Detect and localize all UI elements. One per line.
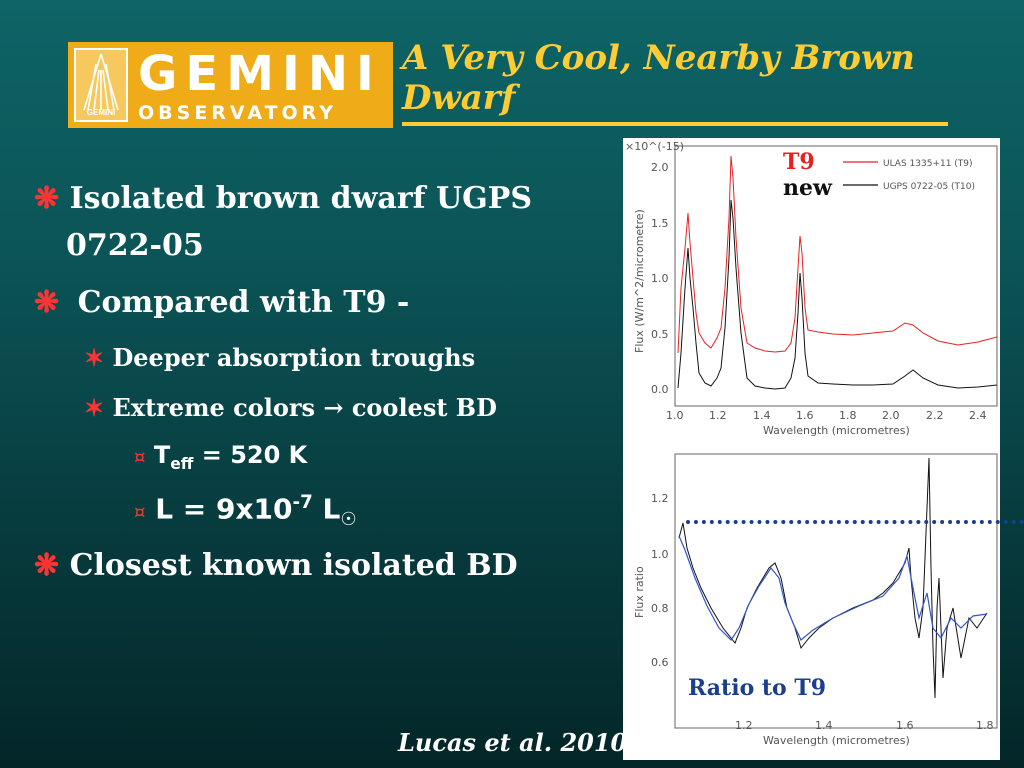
bullet-star-icon: ❋ xyxy=(34,285,60,320)
bullet-extreme-colors: ✶ Extreme colors → coolest BD xyxy=(84,393,497,422)
xtick: 2.4 xyxy=(969,409,987,422)
top-xticks: 1.0 1.2 1.4 1.6 1.8 2.0 2.2 2.4 xyxy=(666,409,987,422)
ytick: 1.5 xyxy=(651,217,669,230)
logo-word-observatory: OBSERVATORY xyxy=(138,102,338,124)
top-xlabel: Wavelength (micrometres) xyxy=(763,424,910,437)
spectra-figure: ×10^(-15) 2.0 1.5 1.0 0.5 0.0 1.0 1.2 1.… xyxy=(623,138,1000,760)
bullet-star-icon: ❋ xyxy=(34,548,60,583)
top-ylabel: Flux (W/m^2/micrometre) xyxy=(633,209,646,353)
xtick: 1.6 xyxy=(896,719,914,732)
xtick: 1.2 xyxy=(735,719,753,732)
bullet-text: Isolated brown dwarf UGPS xyxy=(69,181,533,216)
ytick: 2.0 xyxy=(651,161,669,174)
sun-symbol: ☉ xyxy=(340,508,357,530)
bullet-teff: ¤ Teff = 520 K xyxy=(134,441,307,473)
teff-symbol: T xyxy=(153,441,171,469)
bullet-text: Closest known isolated BD xyxy=(69,548,518,583)
xtick: 1.8 xyxy=(839,409,857,422)
bullet-compared: ❋ Compared with T9 - xyxy=(34,285,409,320)
bullet-text: Deeper absorption troughs xyxy=(112,343,476,372)
ytick: 0.8 xyxy=(651,602,669,615)
slide-title: A Very Cool, Nearby Brown Dwarf xyxy=(402,38,915,118)
xtick: 1.6 xyxy=(796,409,814,422)
top-yticks: 2.0 1.5 1.0 0.5 0.0 xyxy=(651,161,669,396)
ytick: 1.0 xyxy=(651,548,669,561)
title-underline xyxy=(402,122,948,126)
ugps-spectrum-line xyxy=(677,199,998,390)
bullet-star-icon: ❋ xyxy=(34,181,60,216)
t9-tag: T9 xyxy=(783,149,815,175)
ytick: 1.2 xyxy=(651,492,669,505)
gemini-mark-icon: GEMINI xyxy=(74,48,128,122)
ratio-line xyxy=(678,457,988,699)
lum-value: L = 9x10 xyxy=(155,492,293,526)
xtick: 1.2 xyxy=(709,409,727,422)
new-tag: new xyxy=(783,175,832,201)
bottom-plot-frame xyxy=(674,453,998,729)
bottom-xlabel: Wavelength (micrometres) xyxy=(763,734,910,747)
lum-unit: L xyxy=(312,492,341,526)
top-yscale-label: ×10^(-15) xyxy=(625,140,684,153)
bullet-luminosity: ¤ L = 9x10-7 L☉ xyxy=(134,492,357,530)
xtick: 1.8 xyxy=(976,719,994,732)
legend-new: UGPS 0722-05 (T10) xyxy=(883,182,975,192)
bottom-yticks: 1.2 1.0 0.8 0.6 xyxy=(651,492,669,669)
model-ratio-line xyxy=(678,535,988,641)
bullet-continuation: 0722-05 xyxy=(66,228,204,263)
xtick: 1.0 xyxy=(666,409,684,422)
ytick: 1.0 xyxy=(651,272,669,285)
xtick: 2.2 xyxy=(926,409,944,422)
bullet-text: 0722-05 xyxy=(66,228,204,263)
bottom-xticks: 1.2 1.4 1.6 1.8 xyxy=(735,719,994,732)
logo-mark-text: GEMINI xyxy=(86,108,116,117)
top-plot-frame xyxy=(674,145,998,407)
spectra-plots: ×10^(-15) 2.0 1.5 1.0 0.5 0.0 1.0 1.2 1.… xyxy=(625,140,998,747)
bullet-currency-icon: ¤ xyxy=(134,447,146,468)
citation: Lucas et al. 2010 xyxy=(398,728,628,757)
ytick: 0.6 xyxy=(651,656,669,669)
bullet-text: Compared with T9 - xyxy=(77,285,410,320)
bullet-asterisk-icon: ✶ xyxy=(84,343,105,372)
ytick: 0.5 xyxy=(651,328,669,341)
bullet-currency-icon: ¤ xyxy=(134,502,146,524)
legend-t9: ULAS 1335+11 (T9) xyxy=(883,159,973,169)
bullet-isolated-dwarf: ❋ Isolated brown dwarf UGPS xyxy=(34,181,532,216)
xtick: 1.4 xyxy=(815,719,833,732)
bullet-text: Extreme colors → coolest BD xyxy=(112,393,497,422)
xtick: 2.0 xyxy=(882,409,900,422)
t9-spectrum-line xyxy=(677,155,998,354)
ytick: 0.0 xyxy=(651,383,669,396)
teff-subscript: eff xyxy=(170,454,194,473)
lum-exponent: -7 xyxy=(292,492,313,513)
gemini-logo: GEMINI GEMINI OBSERVATORY xyxy=(68,42,393,128)
ratio-tag: Ratio to T9 xyxy=(688,675,827,701)
bullet-deeper-troughs: ✶ Deeper absorption troughs xyxy=(84,343,475,372)
xtick: 1.4 xyxy=(753,409,771,422)
ratio-reference-dotted-line xyxy=(686,520,1024,524)
bullet-closest: ❋ Closest known isolated BD xyxy=(34,548,518,583)
teff-value: = 520 K xyxy=(193,441,308,469)
bottom-ylabel: Flux ratio xyxy=(633,566,646,618)
bullet-asterisk-icon: ✶ xyxy=(84,393,105,422)
logo-word-gemini: GEMINI xyxy=(138,46,382,102)
